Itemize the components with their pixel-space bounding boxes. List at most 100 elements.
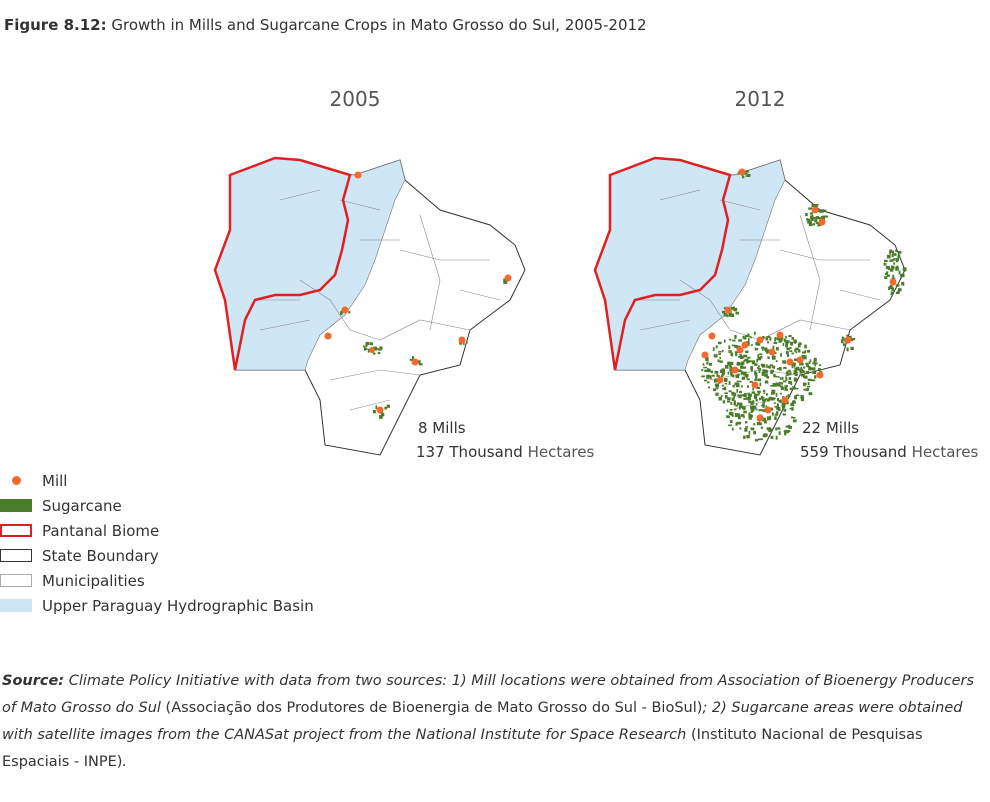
sugarcane-patch bbox=[748, 414, 753, 418]
source-segment: Source: bbox=[2, 673, 65, 689]
sugarcane-patch bbox=[735, 384, 740, 388]
sugarcane-patch bbox=[807, 365, 811, 369]
sugarcane-patch bbox=[815, 222, 819, 224]
sugarcane-patch bbox=[822, 215, 825, 220]
sugarcane-patch bbox=[778, 431, 781, 435]
sugarcane-patch bbox=[781, 404, 785, 407]
sugarcane-patch bbox=[762, 399, 766, 403]
sugarcane-patch bbox=[775, 360, 778, 363]
sugarcane-patch bbox=[792, 362, 796, 366]
sugarcane-patch bbox=[759, 422, 762, 426]
sugarcane-patch bbox=[764, 373, 768, 378]
legend: Mill Sugarcane Pantanal Biome State Boun… bbox=[0, 468, 314, 618]
mill bbox=[411, 358, 419, 366]
sugarcane-patch bbox=[748, 430, 751, 435]
sugarcane-patch bbox=[785, 395, 788, 398]
sugarcane-patch bbox=[773, 384, 777, 387]
sugarcane-patch bbox=[792, 419, 797, 423]
sugarcane-patch bbox=[715, 345, 718, 349]
source-segment: (Associação dos Produtores de Bioenergia… bbox=[165, 700, 703, 716]
sugarcane-patch bbox=[751, 400, 754, 404]
sugarcane-patch bbox=[723, 307, 727, 310]
sugarcane-patch bbox=[806, 385, 811, 388]
sugarcane-patch bbox=[762, 370, 765, 373]
sugarcane-patch bbox=[794, 387, 799, 390]
mill bbox=[844, 336, 852, 344]
sugarcane-patch bbox=[791, 400, 795, 404]
sugarcane-patch bbox=[731, 391, 735, 396]
sugarcane-patch bbox=[775, 427, 778, 431]
sugarcane-patch bbox=[846, 347, 849, 352]
sugarcane-patch bbox=[716, 375, 720, 377]
sugarcane-patch bbox=[892, 277, 896, 280]
source-segment: Climate Policy Initiative with data from… bbox=[2, 673, 975, 716]
sugarcane-patch bbox=[731, 427, 734, 431]
sugarcane-patch bbox=[778, 399, 781, 403]
mill bbox=[376, 406, 384, 414]
sugarcane-patch bbox=[779, 385, 784, 388]
sugarcane-patch bbox=[372, 352, 376, 355]
sugarcane-patch bbox=[818, 364, 822, 366]
sugarcane-patch bbox=[764, 380, 769, 384]
sugarcane-patch bbox=[738, 355, 741, 358]
sugarcane-patch bbox=[760, 426, 764, 429]
sugarcane-patch bbox=[762, 335, 765, 340]
sugarcane-patch bbox=[766, 427, 770, 431]
sugarcane-patch bbox=[782, 380, 787, 383]
sugarcane-patch bbox=[752, 387, 754, 391]
sugarcane-patch bbox=[736, 421, 739, 425]
sugarcane-patch bbox=[794, 342, 797, 344]
sugarcane-patch bbox=[373, 346, 378, 351]
sugarcane-patch bbox=[794, 372, 797, 376]
sugarcane-patch bbox=[788, 424, 791, 429]
sugarcane-patch bbox=[704, 379, 708, 382]
sugarcane-patch bbox=[762, 389, 766, 392]
sugarcane-patch bbox=[714, 370, 719, 374]
sugarcane-patch bbox=[886, 274, 891, 277]
sugarcane-patch bbox=[738, 405, 741, 410]
sugarcane-patch bbox=[736, 389, 739, 393]
sugarcane-patch bbox=[777, 409, 781, 412]
sugarcane-patch bbox=[817, 368, 821, 371]
sugarcane-patch bbox=[786, 370, 788, 373]
sugarcane-patch bbox=[891, 251, 895, 254]
sugarcane-patch bbox=[813, 360, 816, 363]
sugarcane-patch bbox=[728, 380, 731, 384]
sugarcane-patch bbox=[759, 397, 761, 401]
map-2012 bbox=[593, 156, 907, 457]
sugarcane-patch bbox=[412, 356, 415, 360]
sugarcane-patch bbox=[749, 360, 752, 363]
sugarcane-patch bbox=[806, 363, 809, 368]
sugarcane-patch bbox=[727, 361, 731, 366]
sugarcane-patch bbox=[773, 341, 778, 344]
sugarcane-patch bbox=[765, 398, 770, 400]
sugarcane-patch bbox=[803, 382, 806, 387]
sugarcane-patch bbox=[814, 375, 817, 379]
sugarcane-patch bbox=[466, 341, 468, 344]
sugarcane-patch bbox=[785, 425, 790, 428]
sugarcane-patch bbox=[783, 408, 787, 412]
sugarcane-patch bbox=[745, 395, 748, 398]
sugarcane-patch bbox=[733, 402, 737, 406]
sugarcane-patch bbox=[744, 421, 748, 424]
mill bbox=[764, 406, 772, 414]
sugarcane-patch bbox=[806, 218, 809, 222]
sugarcane-patch bbox=[736, 373, 740, 376]
sugarcane-patch bbox=[784, 335, 787, 339]
sugarcane-patch bbox=[724, 395, 728, 399]
sugarcane-patch bbox=[800, 397, 805, 402]
sugarcane-patch bbox=[823, 209, 827, 213]
sugarcane-patch bbox=[892, 252, 895, 255]
sugarcane-patch bbox=[777, 376, 780, 378]
sugarcane-patch bbox=[734, 408, 737, 411]
figure-title: Figure 8.12: Growth in Mills and Sugarca… bbox=[4, 16, 647, 34]
sugarcane-patch bbox=[808, 207, 812, 210]
sugarcane-patch bbox=[753, 394, 758, 398]
sugarcane-patch bbox=[748, 400, 752, 404]
sugarcane-patch bbox=[737, 415, 741, 420]
sugarcane-patch bbox=[891, 287, 894, 292]
sugarcane-patch bbox=[750, 368, 753, 372]
sugarcane-patch bbox=[783, 429, 787, 432]
sugarcane-patch bbox=[723, 386, 727, 391]
